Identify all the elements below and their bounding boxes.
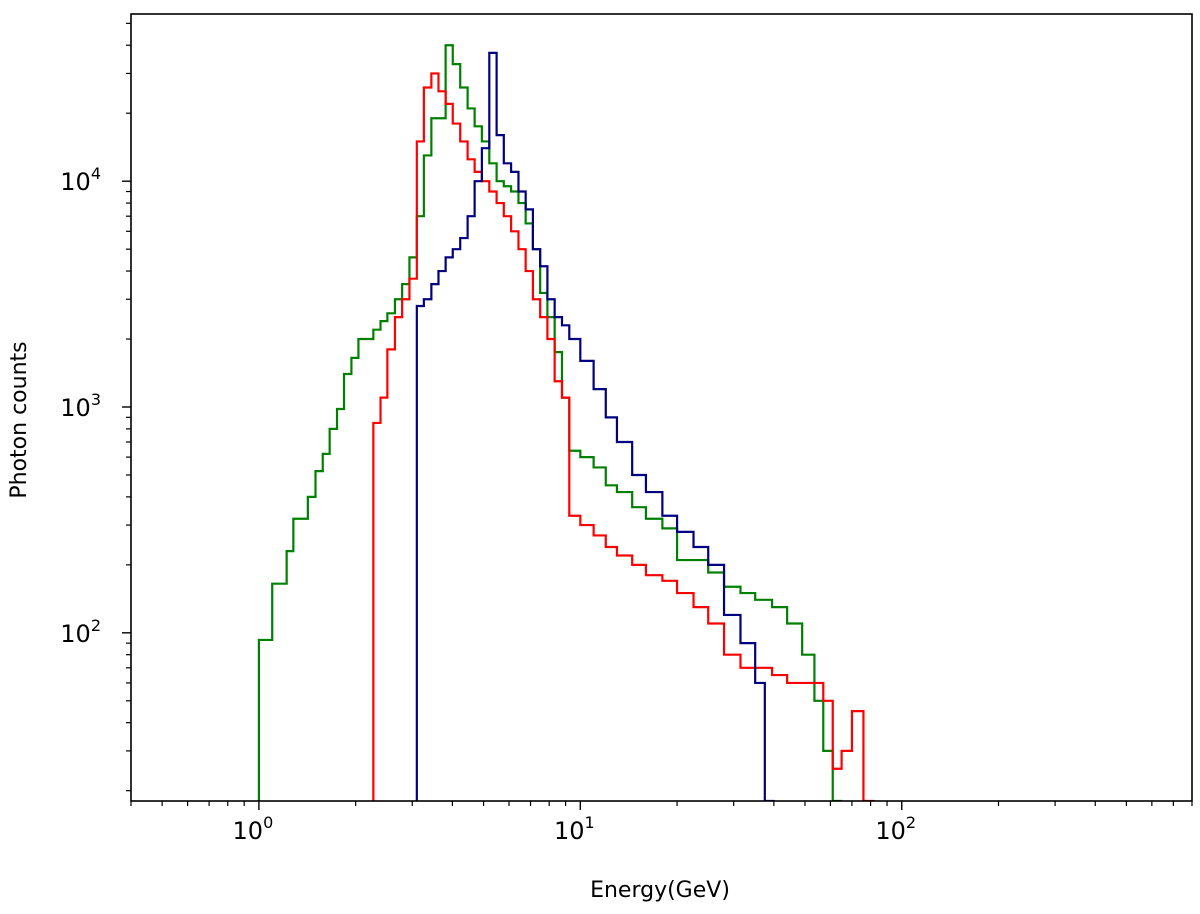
y-tick-label: 103 <box>60 390 101 422</box>
x-tick-label: 100 <box>233 813 274 845</box>
x-tick-label: 102 <box>875 813 916 845</box>
x-tick-label: 101 <box>554 813 595 845</box>
series-1-line <box>372 72 875 801</box>
series-layer <box>257 44 875 801</box>
plot-frame <box>130 13 1193 802</box>
axes-layer: 100 101 102 102 103 104 <box>60 13 1193 845</box>
y-tick-label: 104 <box>60 164 101 196</box>
y-tick-label: 102 <box>60 616 101 648</box>
x-axis-label: Energy(GeV) <box>590 878 730 903</box>
series-2-line <box>415 51 775 801</box>
series-0-line <box>257 44 843 801</box>
y-axis-label: Photon counts <box>7 341 32 498</box>
